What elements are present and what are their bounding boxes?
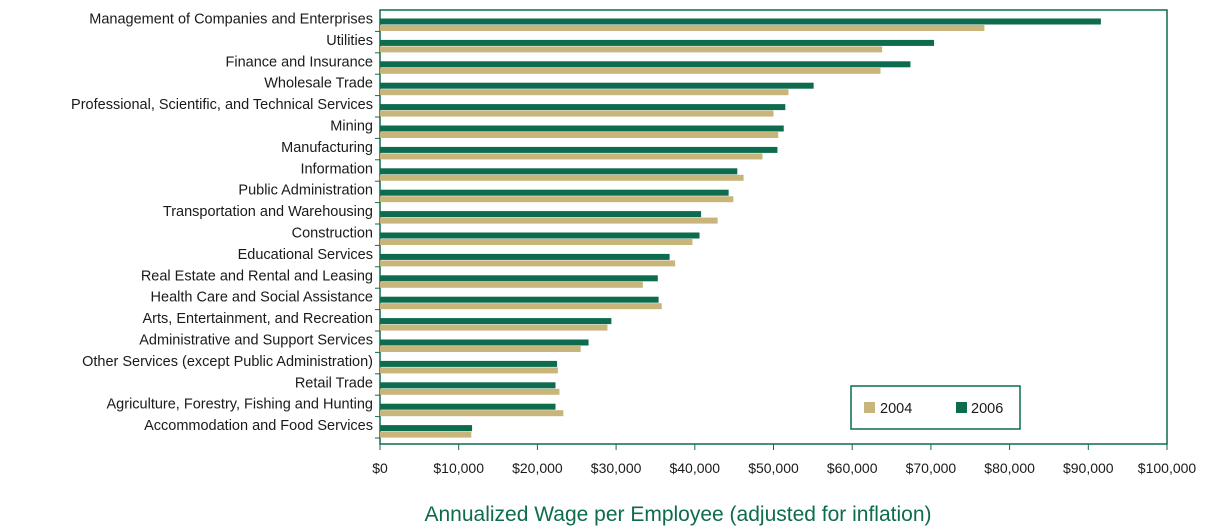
category-label: Wholesale Trade <box>264 76 373 92</box>
category-label: Mining <box>330 119 373 135</box>
plot-frame <box>379 9 1168 445</box>
bar-2006-11 <box>380 253 670 260</box>
bar-2006-9 <box>380 211 702 218</box>
category-label: Retail Trade <box>295 375 373 391</box>
category-label: Real Estate and Rental and Leasing <box>141 268 373 284</box>
bar-2004-0 <box>380 25 985 31</box>
category-label: Health Care and Social Assistance <box>151 290 373 306</box>
bar-2004-11 <box>380 260 676 267</box>
bar-2004-3 <box>380 89 789 96</box>
legend: 2004 2006 <box>850 385 1021 430</box>
category-label: Management of Companies and Enterprises <box>89 12 373 28</box>
bar-2006-1 <box>380 39 935 46</box>
x-tick-label: $80,000 <box>984 460 1035 476</box>
bar-2006-6 <box>380 146 778 153</box>
bar-2006-15 <box>380 339 589 346</box>
category-label: Administrative and Support Services <box>139 333 373 349</box>
category-labels: Management of Companies and Enterprises U… <box>71 12 373 435</box>
bar-2006-13 <box>380 296 659 303</box>
bar-2004-10 <box>380 239 693 245</box>
category-label: Other Services (except Public Administra… <box>82 354 373 370</box>
bar-2004-8 <box>380 196 734 203</box>
bar-2006-17 <box>380 382 556 389</box>
bar-2006-3 <box>380 82 814 89</box>
legend-swatch-2006 <box>956 402 967 413</box>
bar-2004-9 <box>380 217 718 224</box>
bar-2004-12 <box>380 281 643 288</box>
legend-label-2006: 2006 <box>971 401 1003 417</box>
bar-2004-14 <box>380 324 608 331</box>
bar-2004-1 <box>380 46 883 53</box>
bar-2004-16 <box>380 367 558 374</box>
bar-2004-4 <box>380 110 774 117</box>
bar-2004-18 <box>380 410 564 417</box>
bar-2006-2 <box>380 61 911 68</box>
bar-2004-17 <box>380 388 560 395</box>
x-tick-label: $90,000 <box>1063 460 1114 476</box>
x-tick-label: $60,000 <box>827 460 878 476</box>
bar-2004-13 <box>380 303 662 310</box>
bar-2006-7 <box>380 168 738 175</box>
bar-2006-5 <box>380 125 784 132</box>
bar-2006-18 <box>380 403 556 410</box>
x-tick-label: $70,000 <box>906 460 957 476</box>
legend-swatch-2004 <box>864 402 875 413</box>
x-tick-label: $30,000 <box>591 460 642 476</box>
bar-2006-0 <box>380 18 1101 25</box>
x-tick-label: $40,000 <box>669 460 720 476</box>
category-label: Arts, Entertainment, and Recreation <box>142 311 373 327</box>
x-tick-label: $50,000 <box>748 460 799 476</box>
x-tick-label: $20,000 <box>512 460 563 476</box>
x-axis-ticks: $0 $10,000 $20,000 $30,000 $40,000 $50,000 $60… <box>372 30 1197 476</box>
bar-2006-12 <box>380 275 658 282</box>
bar-2006-14 <box>380 318 612 325</box>
x-tick-label: $100,000 <box>1138 460 1197 476</box>
category-label: Construction <box>292 226 373 242</box>
bar-2004-7 <box>380 174 744 181</box>
bar-2006-4 <box>380 104 786 111</box>
bars-layer <box>380 18 1101 438</box>
category-label: Information <box>300 161 373 177</box>
category-label: Professional, Scientific, and Technical … <box>71 97 373 113</box>
category-label: Transportation and Warehousing <box>163 204 373 220</box>
bar-2006-16 <box>380 360 558 367</box>
category-label: Utilities <box>326 33 373 49</box>
x-axis-label: Annualized Wage per Employee (adjusted f… <box>424 503 931 526</box>
bar-2004-6 <box>380 153 763 160</box>
bar-2006-8 <box>380 189 729 196</box>
legend-box <box>850 385 1021 430</box>
x-tick-label: $0 <box>372 460 388 476</box>
bar-2006-10 <box>380 232 700 239</box>
x-tick-label: $10,000 <box>433 460 484 476</box>
bar-2004-19 <box>380 431 472 438</box>
category-label: Public Administration <box>238 183 373 199</box>
category-label: Agriculture, Forestry, Fishing and Hunti… <box>107 397 374 413</box>
category-label: Manufacturing <box>281 140 373 156</box>
category-label: Finance and Insurance <box>225 54 373 70</box>
bar-2004-5 <box>380 132 779 138</box>
category-label: Educational Services <box>238 247 373 263</box>
legend-label-2004: 2004 <box>880 401 912 417</box>
bar-2006-19 <box>380 425 473 432</box>
bar-2004-2 <box>380 67 881 74</box>
category-label: Accommodation and Food Services <box>144 418 373 434</box>
bar-2004-15 <box>380 346 581 352</box>
